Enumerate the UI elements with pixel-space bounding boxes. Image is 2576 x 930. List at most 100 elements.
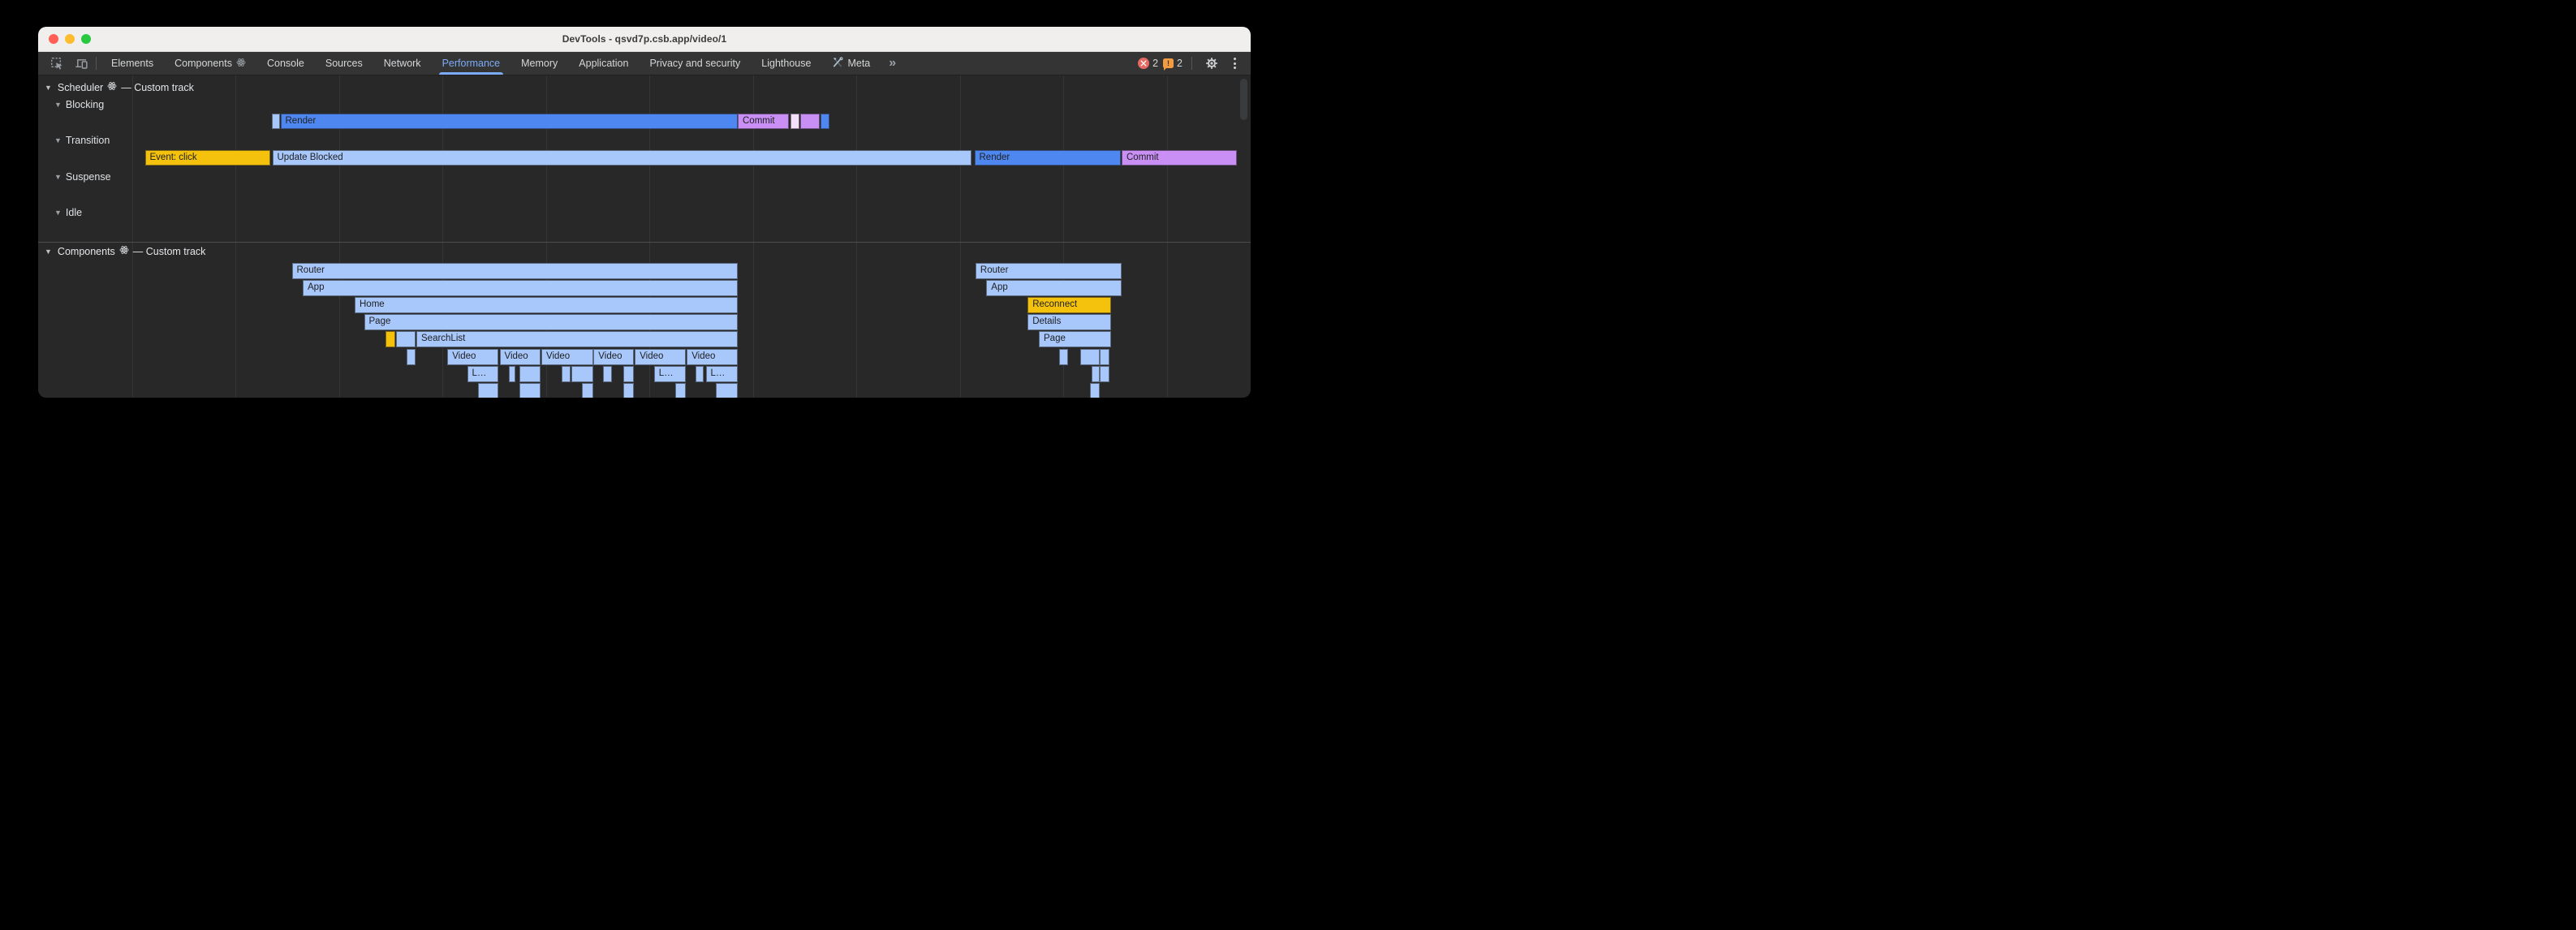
flame-bar-router[interactable]: Router [975, 262, 1122, 279]
track-row-transition[interactable]: ▼ Transition [54, 134, 110, 147]
tab-label: Meta [847, 58, 871, 69]
flame-bar-video[interactable]: Video [499, 348, 541, 365]
zoom-button[interactable] [81, 34, 91, 44]
flame-bar[interactable] [1091, 365, 1100, 382]
tab-privacy-and-security[interactable]: Privacy and security [639, 52, 751, 75]
warning-badge[interactable]: ! 2 [1163, 58, 1182, 71]
settings-gear-icon[interactable] [1201, 54, 1222, 72]
flame-bar-router[interactable]: Router [291, 262, 738, 279]
flame-bar-searchlist[interactable]: SearchList [416, 331, 738, 348]
tab-performance[interactable]: Performance [432, 52, 511, 75]
components-track-header[interactable]: ▼ Components — Custom track [45, 245, 205, 257]
flame-bar-render[interactable]: Render [974, 149, 1121, 166]
flame-bar[interactable] [799, 114, 820, 129]
flame-bar[interactable] [696, 365, 704, 382]
tab-label: Application [579, 58, 629, 69]
tab-sources[interactable]: Sources [315, 52, 373, 75]
tab-meta[interactable]: Meta [821, 52, 881, 75]
flame-bar[interactable] [519, 382, 541, 398]
flame-bar-label: Video [546, 351, 571, 361]
flame-bar[interactable] [1058, 348, 1068, 365]
tab-label: Sources [325, 58, 363, 69]
flame-bar[interactable] [385, 331, 396, 348]
flame-bar-video[interactable]: Video [447, 348, 499, 365]
flame-bar[interactable] [715, 382, 738, 398]
flame-bar-label: Video [691, 351, 716, 361]
close-button[interactable] [49, 34, 58, 44]
flame-bar[interactable] [623, 382, 635, 398]
flame-bar[interactable] [396, 331, 416, 348]
tab-label: Privacy and security [649, 58, 741, 69]
flame-bar-app[interactable]: App [986, 279, 1122, 296]
scrollbar-thumb[interactable] [1239, 79, 1247, 120]
flame-bar-page[interactable]: Page [1039, 331, 1111, 348]
flame-bar[interactable] [519, 365, 541, 382]
flame-bar[interactable] [407, 348, 416, 365]
flame-bar[interactable] [1079, 348, 1100, 365]
flame-bar-label: App [991, 282, 1008, 292]
inspect-element-icon[interactable] [46, 54, 67, 72]
flame-bar[interactable] [561, 365, 571, 382]
track-separator [38, 242, 1251, 243]
flame-bar-video[interactable]: Video [635, 348, 687, 365]
flame-bar-reconnect[interactable]: Reconnect [1027, 296, 1111, 313]
flame-bar-label: Home [360, 299, 385, 309]
flame-bar[interactable] [581, 382, 593, 398]
flame-bar[interactable] [1100, 348, 1109, 365]
minimize-button[interactable] [65, 34, 75, 44]
tab-network[interactable]: Network [373, 52, 432, 75]
track-row-suspense[interactable]: ▼ Suspense [54, 170, 111, 183]
flame-bar[interactable] [623, 365, 635, 382]
tab-components[interactable]: Components [164, 52, 256, 75]
performance-flamechart[interactable]: ▼ Scheduler — Custom track ▼ Blocking ▼ Tra… [38, 75, 1251, 398]
flame-bar-update-blocked[interactable]: Update Blocked [272, 149, 971, 166]
flame-bar-commit[interactable]: Commit [1122, 149, 1237, 166]
gridline [1063, 75, 1064, 398]
error-badge[interactable]: 2 [1138, 58, 1158, 69]
tab-label: Elements [111, 58, 154, 69]
flame-bar-label: L… [710, 368, 726, 378]
flame-bar-label: Video [452, 351, 476, 361]
flame-bar[interactable] [509, 365, 516, 382]
flame-bar-details[interactable]: Details [1027, 314, 1111, 331]
flame-bar-l[interactable]: L… [653, 365, 687, 382]
flame-bar-app[interactable]: App [303, 279, 738, 296]
tab-memory[interactable]: Memory [510, 52, 568, 75]
flame-bar-l[interactable]: L… [467, 365, 499, 382]
flame-bar-event-click[interactable]: Event: click [144, 149, 270, 166]
flame-bar[interactable] [477, 382, 499, 398]
flame-bar-video[interactable]: Video [687, 348, 738, 365]
gridline [545, 75, 547, 398]
flame-bar-render[interactable]: Render [280, 114, 738, 129]
titlebar[interactable]: DevTools - qsvd7p.csb.app/video/1 [38, 27, 1251, 52]
flame-bar-commit[interactable]: Commit [738, 114, 789, 129]
track-row-blocking[interactable]: ▼ Blocking [54, 98, 104, 111]
flame-bar-label: Page [368, 316, 391, 327]
flame-bar-label: Commit [743, 116, 775, 126]
scheduler-track-header[interactable]: ▼ Scheduler — Custom track [45, 81, 194, 93]
flame-bar-video[interactable]: Video [593, 348, 635, 365]
flame-bar-l[interactable]: L… [705, 365, 738, 382]
track-row-idle[interactable]: ▼ Idle [54, 206, 82, 219]
tab-lighthouse[interactable]: Lighthouse [751, 52, 821, 75]
flame-bar-video[interactable]: Video [541, 348, 593, 365]
flame-bar-home[interactable]: Home [355, 296, 738, 313]
flame-bar[interactable] [674, 382, 687, 398]
tab-elements[interactable]: Elements [101, 52, 164, 75]
kebab-menu-icon[interactable] [1227, 58, 1243, 69]
flame-bar[interactable] [571, 365, 593, 382]
track-suffix: — Custom track [132, 245, 206, 257]
flame-bar[interactable] [271, 114, 280, 129]
flame-bar-page[interactable]: Page [364, 314, 738, 331]
device-toolbar-icon[interactable] [71, 54, 92, 72]
flame-bar[interactable] [602, 365, 612, 382]
tab-console[interactable]: Console [256, 52, 315, 75]
flame-bar[interactable] [1090, 382, 1100, 398]
flame-bar[interactable] [820, 114, 829, 129]
more-tabs-button[interactable]: » [889, 56, 897, 70]
tab-application[interactable]: Application [568, 52, 639, 75]
flame-bar-label: App [308, 282, 325, 292]
flame-bar[interactable] [1100, 365, 1109, 382]
flame-bar[interactable] [790, 114, 799, 129]
toolbar-separator [1191, 57, 1192, 70]
